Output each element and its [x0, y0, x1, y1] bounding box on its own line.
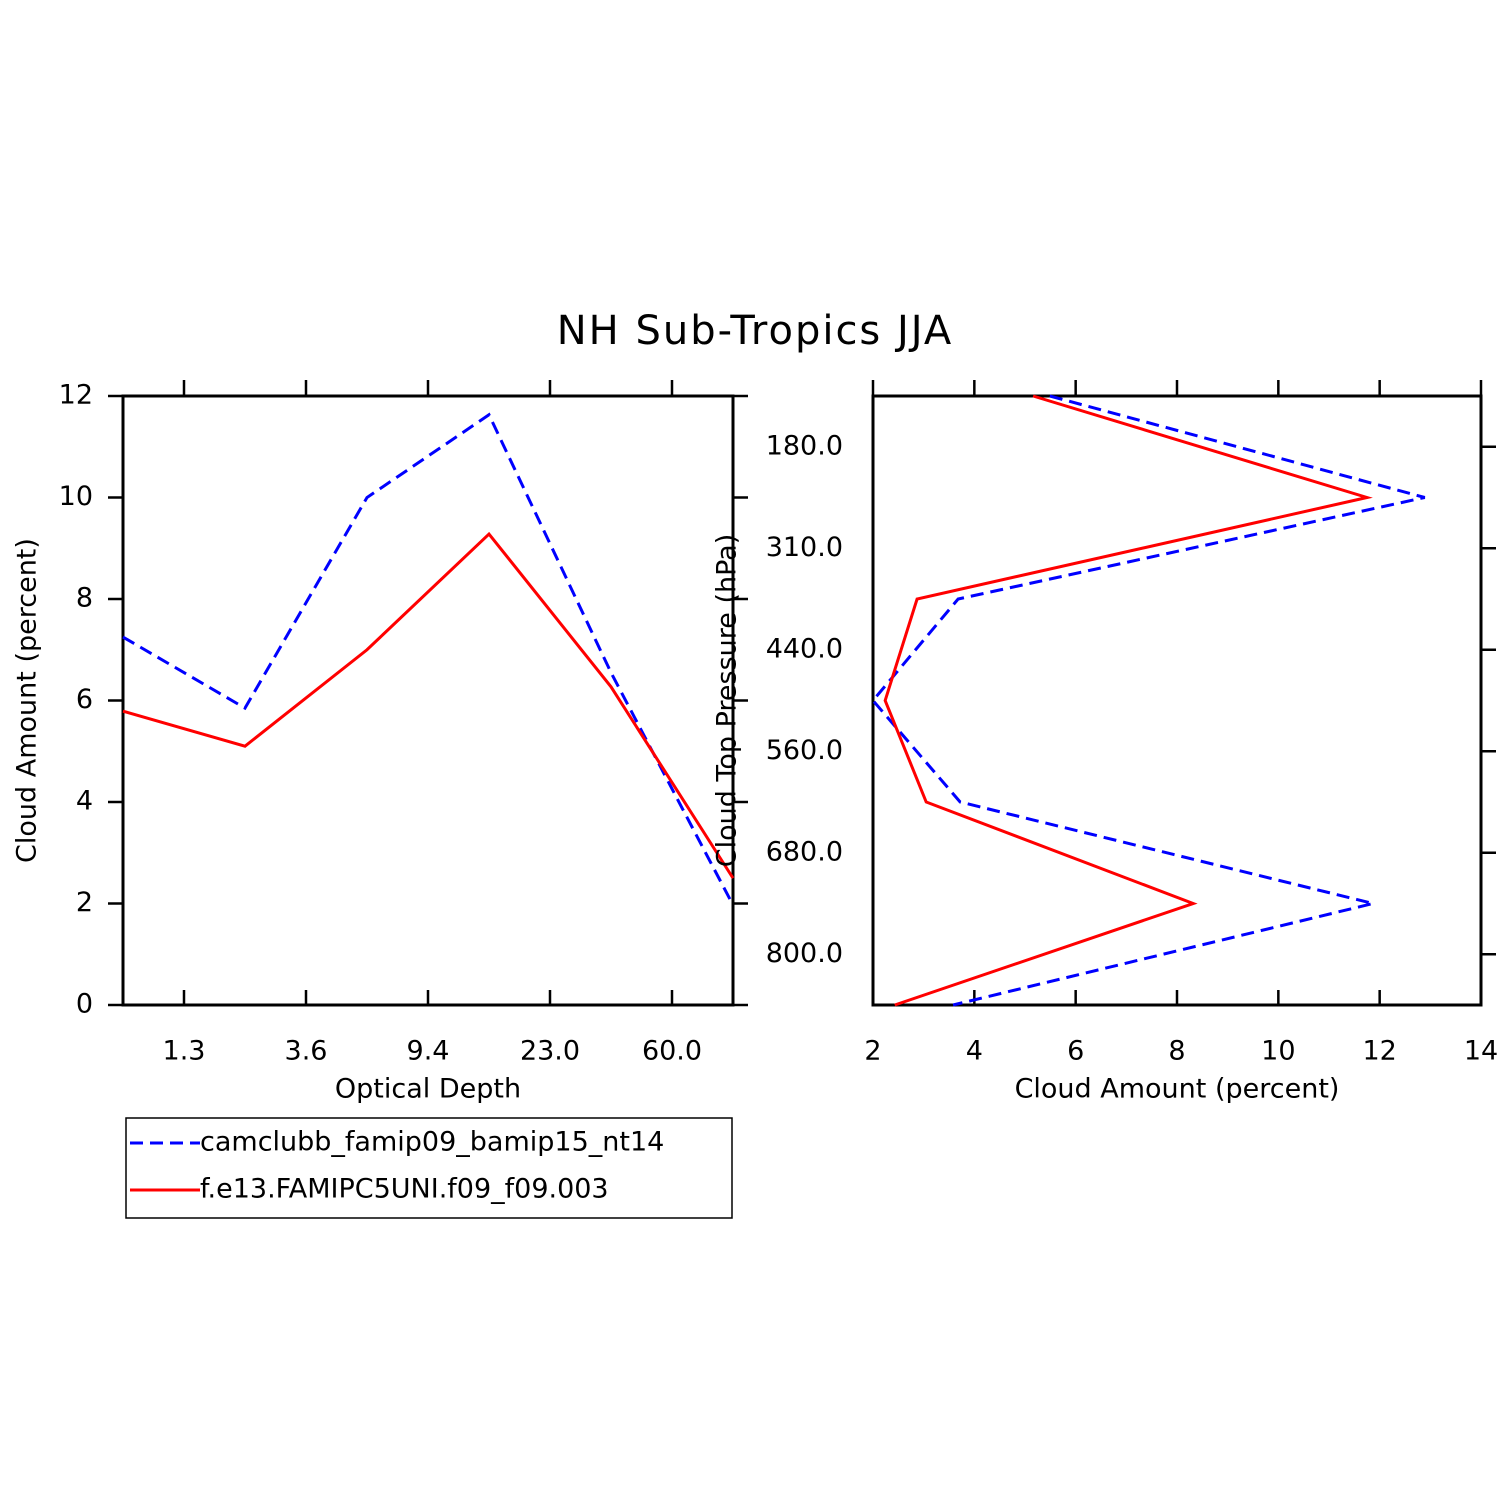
x-tick-label: 9.4: [407, 1036, 450, 1067]
legend-box: [125, 1117, 733, 1219]
y-tick-label: 560.0: [766, 735, 843, 766]
plot-frame: [121, 394, 735, 1007]
y-tick-label: 12: [59, 380, 93, 411]
series-line: [122, 531, 735, 879]
legend-label: camclubb_famip09_bamip15_nt14: [200, 1127, 664, 1158]
x-tick-label: 2: [864, 1036, 881, 1067]
y-tick-label: 4: [76, 786, 93, 817]
y-tick-label: 6: [76, 684, 93, 715]
y-axis-label: Cloud Amount (percent): [12, 538, 43, 863]
y-tick-label: 10: [59, 481, 93, 512]
x-axis-label: Optical Depth: [335, 1074, 521, 1105]
y-tick-label: 8: [76, 583, 93, 614]
y-axis-label: Cloud Top Pressure (hPa): [712, 534, 743, 868]
y-tick-label: 0: [76, 989, 93, 1020]
x-tick-label: 4: [966, 1036, 983, 1067]
x-tick-label: 10: [1261, 1036, 1295, 1067]
y-tick-label: 800.0: [766, 938, 843, 969]
x-tick-label: 8: [1168, 1036, 1185, 1067]
x-tick-label: 60.0: [642, 1036, 702, 1067]
x-tick-label: 23.0: [520, 1036, 580, 1067]
x-tick-label: 14: [1464, 1036, 1498, 1067]
y-tick-label: 440.0: [766, 633, 843, 664]
legend-label: f.e13.FAMIPC5UNI.f09_f09.003: [200, 1174, 609, 1205]
series-line: [122, 412, 735, 906]
x-axis-label: Cloud Amount (percent): [1015, 1074, 1340, 1105]
chart-title: NH Sub-Tropics JJA: [557, 308, 954, 354]
series-line: [871, 394, 1426, 1007]
y-tick-label: 680.0: [766, 836, 843, 867]
x-tick-label: 6: [1067, 1036, 1084, 1067]
x-tick-label: 12: [1362, 1036, 1396, 1067]
series-line: [883, 394, 1373, 1007]
x-tick-label: 1.3: [163, 1036, 206, 1067]
y-tick-label: 310.0: [766, 532, 843, 563]
y-tick-label: 2: [76, 887, 93, 918]
y-tick-label: 180.0: [766, 430, 843, 461]
x-tick-label: 3.6: [285, 1036, 328, 1067]
